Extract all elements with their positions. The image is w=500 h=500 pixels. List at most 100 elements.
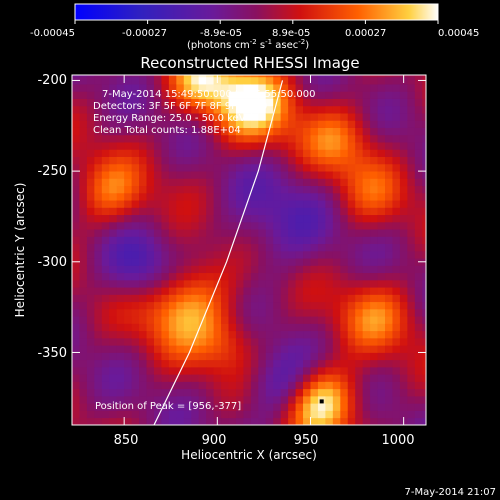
heatmap-cell (303, 308, 311, 317)
heatmap-cell (94, 366, 103, 375)
heatmap-cell (213, 113, 222, 121)
heatmap-cell (235, 258, 244, 266)
heatmap-cells (72, 75, 426, 425)
heatmap-cell (146, 91, 155, 99)
heatmap-cell (198, 250, 207, 259)
heatmap-cell (86, 120, 95, 128)
heatmap-cell (250, 200, 259, 208)
heatmap-cell (213, 214, 222, 223)
heatmap-cell (101, 229, 110, 237)
heatmap-cell (124, 301, 133, 310)
heatmap-cell (370, 410, 378, 419)
heatmap-cell (340, 142, 349, 150)
heatmap-cell (377, 221, 386, 230)
heatmap-cell (295, 178, 304, 187)
heatmap-cell (139, 410, 147, 419)
heatmap-cell (392, 98, 401, 107)
heatmap-cell (191, 316, 200, 324)
heatmap-cell (124, 265, 133, 274)
heatmap-cell (399, 410, 408, 419)
heatmap-cell (377, 359, 386, 368)
heatmap-cell (221, 294, 229, 303)
heatmap-cell (273, 134, 282, 143)
heatmap-cell (228, 381, 237, 390)
heatmap-cell (228, 207, 237, 216)
heatmap-cell (250, 272, 259, 281)
heatmap-cell (153, 75, 162, 78)
heatmap-cell (385, 200, 393, 208)
heatmap-cell (265, 250, 274, 259)
heatmap-cell (72, 84, 80, 92)
heatmap-cell (370, 352, 378, 361)
heatmap-cell (414, 330, 423, 339)
heatmap-cell (414, 214, 423, 223)
heatmap-cell (161, 395, 170, 404)
heatmap-cell (370, 134, 378, 143)
heatmap-cell (265, 185, 274, 194)
heatmap-cell (295, 171, 304, 179)
heatmap-cell (295, 134, 304, 143)
heatmap-cell (198, 265, 207, 274)
heatmap-cell (243, 171, 252, 179)
heatmap-cell (362, 265, 371, 274)
heatmap-cell (273, 91, 282, 99)
heatmap-cell (295, 294, 304, 303)
heatmap-cell (325, 403, 334, 411)
heatmap-cell (153, 156, 162, 165)
heatmap-cell (131, 272, 140, 281)
heatmap-cell (79, 243, 88, 252)
heatmap-cell (131, 84, 140, 92)
heatmap-cell (303, 366, 311, 375)
heatmap-cell (153, 323, 162, 332)
heatmap-cell (176, 185, 185, 194)
heatmap-cell (228, 120, 237, 128)
heatmap-cell (288, 395, 296, 404)
heatmap-cell (168, 337, 177, 346)
heatmap-cell (303, 76, 311, 85)
heatmap-cell (310, 330, 319, 339)
heatmap-cell (295, 243, 304, 252)
heatmap-cell (183, 142, 192, 150)
heatmap-cell (235, 207, 244, 216)
heatmap-cell (206, 156, 214, 165)
heatmap-cell (399, 185, 408, 194)
heatmap-cell (303, 337, 311, 346)
heatmap-cell (265, 381, 274, 390)
heatmap-cell (243, 185, 252, 194)
heatmap-cell (206, 279, 214, 288)
heatmap-cell (362, 171, 371, 179)
heatmap-cell (280, 207, 289, 216)
heatmap-cell (332, 149, 341, 157)
heatmap-cell (206, 287, 214, 295)
heatmap-cell (362, 366, 371, 375)
heatmap-cell (422, 134, 426, 143)
heatmap-cell (176, 381, 185, 390)
heatmap-cell (370, 192, 378, 201)
heatmap-cell (347, 381, 356, 390)
heatmap-cell (392, 330, 401, 339)
heatmap-cell (273, 84, 282, 92)
heatmap-cell (310, 75, 319, 78)
heatmap-cell (340, 417, 349, 425)
heatmap-cell (355, 316, 364, 324)
heatmap-cell (183, 76, 192, 85)
heatmap-cell (377, 250, 386, 259)
heatmap-cell (258, 171, 267, 179)
x-tick-label: 950 (294, 433, 319, 448)
heatmap-cell (407, 374, 416, 382)
heatmap-cell (325, 76, 334, 85)
heatmap-cell (377, 105, 386, 114)
heatmap-cell (206, 192, 214, 201)
heatmap-cell (370, 243, 378, 252)
heatmap-cell (243, 323, 252, 332)
heatmap-cell (206, 214, 214, 223)
heatmap-cell (288, 301, 296, 310)
heatmap-cell (288, 316, 296, 324)
heatmap-cell (370, 127, 378, 136)
heatmap-cell (295, 91, 304, 99)
heatmap-cell (265, 207, 274, 216)
heatmap-cell (183, 214, 192, 223)
heatmap-cell (109, 185, 118, 194)
heatmap-cell (221, 316, 229, 324)
heatmap-cell (109, 258, 118, 266)
